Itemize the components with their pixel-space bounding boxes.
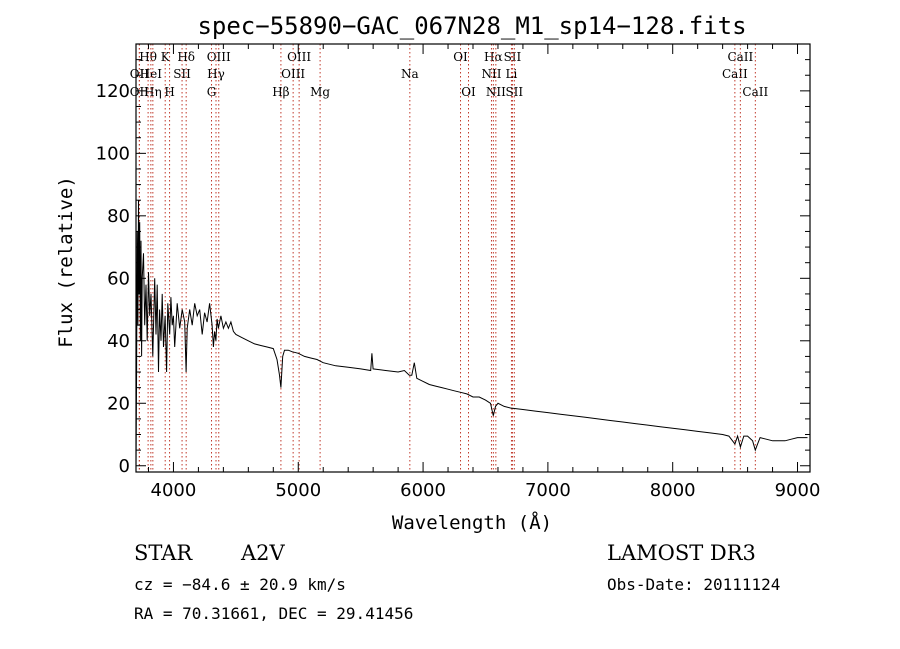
- line-label-22: SII: [504, 50, 522, 64]
- chart-title: spec−55890−GAC_067N28_M1_sp14−128.fits: [197, 12, 746, 40]
- object-class: STAR: [134, 541, 193, 565]
- line-label-15: Mg: [310, 85, 330, 99]
- x-tick-label-0: 4000: [151, 480, 197, 501]
- line-label-16: Na: [401, 67, 419, 81]
- line-label-3: HeI: [140, 67, 163, 81]
- redshift-value: cz = −84.6 ± 20.9 km/s: [134, 575, 346, 594]
- line-label-12: Hβ: [272, 85, 289, 99]
- line-label-7: H: [164, 85, 174, 99]
- y-tick-label-3: 60: [107, 268, 130, 289]
- line-label-14: OIII: [281, 67, 305, 81]
- x-tick-label-2: 6000: [400, 480, 446, 501]
- line-label-1: OII: [130, 67, 150, 81]
- survey-name: LAMOST DR3: [607, 541, 756, 565]
- line-label-10: Hγ: [207, 67, 225, 81]
- x-tick-label-4: 8000: [650, 480, 696, 501]
- x-tick-label-3: 7000: [525, 480, 571, 501]
- line-label-0: Hθ: [139, 50, 157, 64]
- line-label-27: CaII: [742, 85, 768, 99]
- x-tick-label-5: 9000: [775, 480, 821, 501]
- line-label-20: NII: [481, 67, 501, 81]
- line-label-21: NII: [486, 85, 506, 99]
- x-tick-label-1: 5000: [275, 480, 321, 501]
- coordinates: RA = 70.31661, DEC = 29.41456: [134, 604, 413, 623]
- line-label-23: Li: [506, 67, 518, 81]
- line-label-8: Hδ: [177, 50, 195, 64]
- plot-frame: [135, 43, 811, 473]
- line-label-9: OIII: [207, 50, 231, 64]
- y-tick-label-2: 40: [107, 331, 130, 352]
- y-tick-label-4: 80: [107, 206, 130, 227]
- y-tick-label-5: 100: [96, 143, 130, 164]
- object-subclass: A2V: [240, 541, 286, 565]
- line-label-24: SII: [505, 85, 523, 99]
- line-label-5: K: [161, 50, 171, 64]
- line-label-11: G: [207, 85, 217, 99]
- line-label-18: OI: [461, 85, 476, 99]
- line-label-17: OI: [453, 50, 468, 64]
- line-label-4: Hη: [144, 85, 162, 99]
- line-label-26: CaII: [727, 50, 753, 64]
- y-tick-label-1: 20: [107, 393, 130, 414]
- observation-date: Obs-Date: 20111124: [607, 575, 780, 594]
- x-axis-label: Wavelength (Å): [392, 511, 552, 534]
- spectrum-line: [135, 200, 808, 466]
- y-tick-label-6: 120: [96, 81, 130, 102]
- y-tick-label-0: 0: [119, 456, 130, 477]
- line-label-25: CaII: [722, 67, 748, 81]
- line-label-6: SII: [173, 67, 191, 81]
- line-label-2: OII: [130, 85, 150, 99]
- line-label-19: Hα: [484, 50, 503, 64]
- line-label-13: OIII: [287, 50, 311, 64]
- y-axis-label: Flux (relative): [55, 176, 77, 348]
